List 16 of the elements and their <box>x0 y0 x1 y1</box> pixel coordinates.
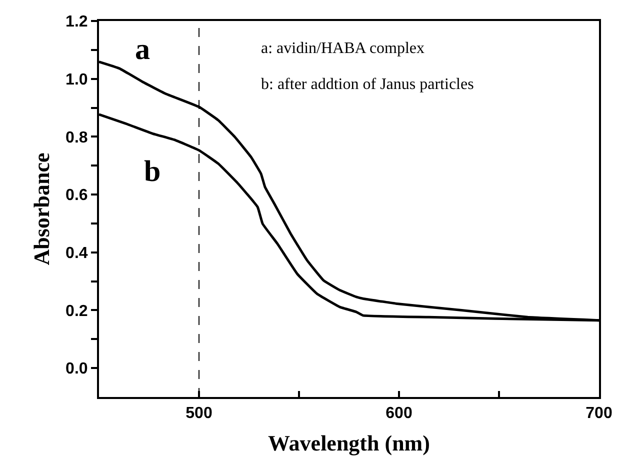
annotation: a: avidin/HABA complex <box>261 40 425 57</box>
y-tick-label: 1.2 <box>66 14 88 31</box>
y-tick-label: 0.6 <box>66 187 88 204</box>
series-label: b <box>144 155 161 188</box>
y-tick-label: 0.4 <box>66 244 88 262</box>
y-tick-label: 0.2 <box>66 302 88 320</box>
x-axis-title: Wavelength (nm) <box>268 430 430 456</box>
y-tick-label: 0.0 <box>66 360 88 378</box>
x-tick-label: 500 <box>186 405 212 422</box>
x-tick-label: 700 <box>586 405 612 422</box>
series-label: a <box>135 33 150 66</box>
y-axis-title: Absorbance <box>28 152 54 266</box>
y-tick-label: 1.0 <box>66 71 88 88</box>
y-tick-label: 0.8 <box>66 129 88 146</box>
annotation: b: after addtion of Janus particles <box>261 76 474 93</box>
x-tick-label: 600 <box>386 405 412 422</box>
